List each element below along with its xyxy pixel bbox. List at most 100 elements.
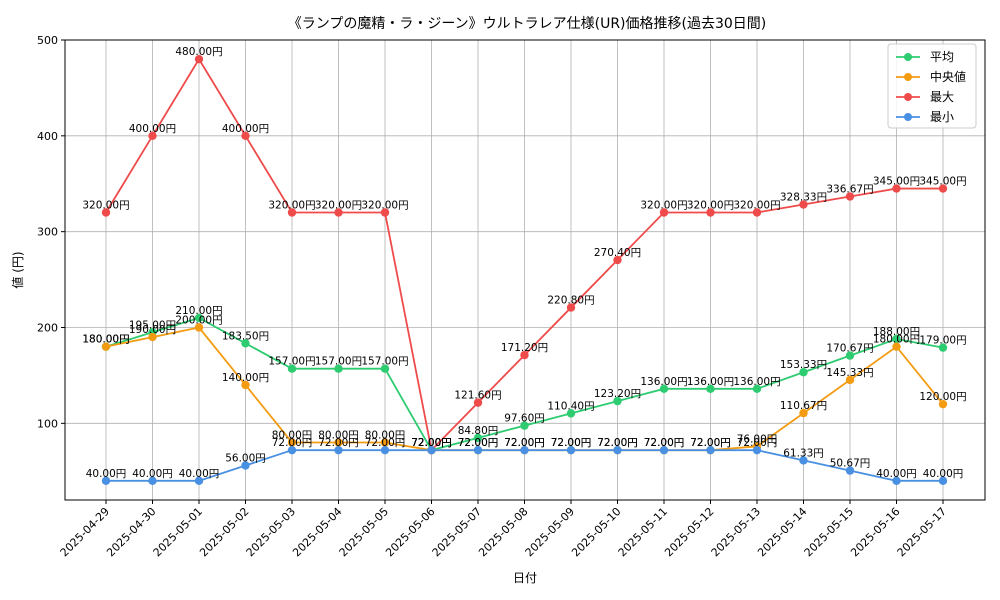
data-label: 72.00円	[318, 437, 359, 449]
x-axis-label: 日付	[513, 571, 537, 585]
data-label: 56.00円	[225, 453, 266, 465]
y-tick-label: 200	[37, 322, 58, 335]
data-point	[799, 456, 808, 465]
data-label: 110.40円	[547, 400, 594, 412]
data-point	[241, 461, 250, 470]
data-label: 210.00円	[175, 305, 222, 317]
data-point	[752, 384, 762, 394]
data-point	[938, 399, 948, 409]
series-3	[101, 445, 948, 486]
data-point	[659, 208, 669, 217]
data-point	[613, 445, 622, 455]
data-point	[194, 313, 204, 323]
data-point	[241, 380, 250, 390]
data-label: 40.00円	[876, 468, 917, 480]
data-label: 153.33円	[780, 359, 827, 371]
y-axis-label: 値 (円)	[10, 251, 25, 288]
data-label: 188.00円	[873, 326, 920, 338]
data-label: 84.80円	[458, 425, 499, 437]
data-point	[334, 438, 343, 447]
grid-lines	[65, 39, 985, 500]
data-label: 336.67円	[826, 184, 873, 196]
data-label: 320.00円	[268, 200, 315, 212]
data-label: 123.20円	[594, 388, 641, 400]
data-point	[101, 208, 111, 217]
data-point	[938, 476, 948, 486]
data-label: 320.00円	[82, 200, 129, 212]
data-label: 72.00円	[458, 437, 499, 449]
data-label: 80.00円	[365, 430, 406, 442]
data-point	[799, 408, 808, 418]
data-point	[334, 445, 343, 455]
data-label: 72.00円	[504, 437, 545, 449]
legend-label: 最大	[930, 90, 954, 104]
data-label: 72.00円	[272, 437, 313, 449]
data-point	[241, 339, 250, 348]
data-label: 97.60円	[504, 413, 545, 425]
data-point	[241, 131, 250, 141]
data-label: 157.00円	[315, 356, 362, 368]
data-label: 110.67円	[780, 400, 827, 412]
data-point	[101, 476, 111, 486]
data-label: 180.00円	[82, 334, 129, 346]
data-label: 40.00円	[179, 468, 220, 480]
legend-entry: 最大	[896, 90, 954, 104]
series-0	[101, 313, 948, 455]
data-point	[938, 343, 948, 352]
data-point	[799, 368, 808, 377]
data-label: 80.00円	[272, 430, 313, 442]
data-point	[148, 332, 157, 342]
data-point	[892, 334, 901, 344]
data-label: 40.00円	[86, 468, 127, 480]
data-point	[706, 445, 715, 455]
data-label: 72.00円	[690, 437, 731, 449]
data-label: 76.00円	[737, 433, 778, 445]
data-point	[380, 208, 390, 217]
data-point	[287, 445, 297, 455]
data-point	[520, 350, 529, 360]
data-label: 320.00円	[687, 200, 734, 212]
data-label: 270.40円	[594, 247, 641, 259]
data-label: 200.00円	[175, 315, 222, 327]
data-point	[334, 364, 343, 373]
legend-label: 平均	[930, 50, 954, 64]
data-point	[101, 342, 111, 351]
data-label: 40.00円	[923, 468, 964, 480]
data-label: 180.00円	[82, 334, 129, 346]
data-label: 140.00円	[222, 372, 269, 384]
data-label: 480.00円	[175, 46, 222, 58]
data-point	[473, 398, 483, 407]
data-point	[566, 445, 576, 455]
data-point	[845, 375, 855, 385]
data-label: 120.00円	[919, 391, 966, 403]
data-point	[752, 208, 762, 217]
data-point	[659, 384, 669, 394]
data-label: 72.00円	[411, 437, 452, 449]
x-tick-label: 2025-05-17	[895, 505, 949, 559]
data-point	[520, 445, 529, 455]
data-point	[659, 445, 669, 455]
data-label: 157.00円	[268, 356, 315, 368]
data-point	[566, 409, 576, 418]
data-point	[845, 192, 855, 201]
data-label: 320.00円	[315, 200, 362, 212]
data-point	[706, 384, 715, 394]
data-label: 180.00円	[873, 334, 920, 346]
data-point	[613, 255, 622, 265]
data-label: 136.00円	[687, 376, 734, 388]
data-label: 72.00円	[365, 437, 406, 449]
data-label: 72.00円	[411, 437, 452, 449]
data-point	[287, 438, 297, 447]
data-label: 72.00円	[411, 437, 452, 449]
data-label: 320.00円	[361, 200, 408, 212]
data-label: 183.50円	[222, 330, 269, 342]
data-point	[892, 184, 901, 193]
data-point	[845, 466, 855, 475]
data-label: 320.00円	[733, 200, 780, 212]
data-label: 121.60円	[454, 390, 501, 402]
data-point	[938, 184, 948, 193]
data-point	[799, 200, 808, 209]
data-label: 72.00円	[551, 437, 592, 449]
data-point	[752, 445, 762, 455]
